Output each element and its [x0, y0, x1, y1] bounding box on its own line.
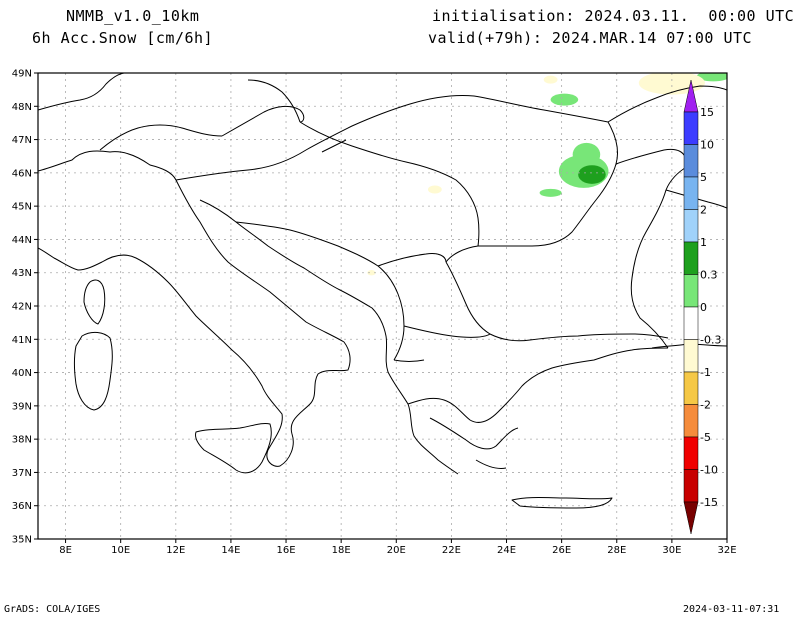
colorbar-label: -0.3 — [700, 334, 721, 347]
colorbar-label: -2 — [700, 399, 711, 412]
colorbar-segment — [683, 111, 699, 145]
balkan-coastline — [199, 199, 459, 475]
software-credit: GrADS: COLA/IGES — [4, 604, 101, 615]
sicily-coastline — [195, 423, 272, 474]
colorbar-label: -15 — [700, 496, 718, 509]
colorbar-segment — [683, 404, 699, 438]
valid-time: valid(+79h): 2024.MAR.14 07:00 UTC — [428, 29, 753, 47]
lat-tick-label: 39N — [12, 401, 32, 412]
lat-tick-label: 46N — [12, 168, 32, 179]
colorbar-label: 0.3 — [700, 269, 718, 282]
colorbar-segment — [683, 176, 699, 210]
lon-tick-label: 26E — [552, 545, 571, 556]
colorbar-segment — [683, 436, 699, 470]
lat-tick-label: 41N — [12, 335, 32, 346]
lat-tick-label: 48N — [12, 102, 32, 113]
lon-tick-label: 14E — [221, 545, 240, 556]
lon-tick-label: 30E — [662, 545, 681, 556]
colorbar-segment — [683, 209, 699, 243]
color-legend: 15 10 5 2 1 0.3 0 -0.3 -1 -2 -5 -10 -15 — [683, 79, 721, 535]
crete-coastline — [511, 497, 613, 509]
lat-tick-label: 37N — [12, 468, 32, 479]
snow-area-9 — [367, 270, 376, 276]
colorbar-segment — [683, 371, 699, 405]
lat-tick-label: 42N — [12, 302, 32, 313]
colorbar-label: -10 — [700, 464, 718, 477]
lon-tick-label: 18E — [332, 545, 351, 556]
colorbar-segment — [683, 241, 699, 275]
lon-tick-label: 28E — [607, 545, 626, 556]
lon-tick-label: 24E — [497, 545, 516, 556]
initialisation-time: initialisation: 2024.03.11. 00:00 UTC — [432, 7, 795, 25]
colorbar-bottom-arrow — [683, 501, 699, 535]
lat-tick-label: 43N — [12, 268, 32, 279]
snow-area-1 — [572, 142, 601, 167]
sardinia-coastline — [74, 331, 113, 411]
lon-tick-label: 22E — [442, 545, 461, 556]
lat-tick-label: 38N — [12, 435, 32, 446]
snow-area-2 — [578, 165, 606, 184]
snow-area-7 — [543, 75, 558, 84]
colorbar-label: -5 — [700, 431, 711, 444]
snow-area-8 — [427, 185, 442, 194]
lat-tick-label: 49N — [12, 69, 32, 80]
colorbar-segment — [683, 274, 699, 308]
lat-tick-label: 36N — [12, 501, 32, 512]
greece-coastline — [407, 347, 669, 423]
borders — [175, 95, 609, 181]
colorbar-label: 2 — [700, 204, 707, 217]
lat-tick-label: 47N — [12, 135, 32, 146]
colorbar-segment — [683, 144, 699, 178]
lon-tick-label: 8E — [59, 545, 72, 556]
variable-title: 6h Acc.Snow [cm/6h] — [32, 29, 214, 47]
lon-tick-label: 16E — [277, 545, 296, 556]
lon-tick-label: 12E — [166, 545, 185, 556]
lat-tick-label: 44N — [12, 235, 32, 246]
coastlines-and-borders — [38, 73, 727, 509]
lon-tick-label: 20E — [387, 545, 406, 556]
snow-area-6 — [638, 73, 705, 95]
snow-area-5 — [696, 73, 727, 82]
model-title: NMMB_v1.0_10km — [66, 7, 200, 25]
colorbar-segment — [683, 339, 699, 373]
render-timestamp: 2024-03-11-07:31 — [683, 604, 780, 615]
corsica-coastline — [83, 279, 106, 325]
lat-tick-label: 40N — [12, 368, 32, 379]
colorbar-label: 0 — [700, 301, 707, 314]
colorbar-label: 1 — [700, 236, 707, 249]
snow-area-4 — [539, 188, 562, 197]
lon-tick-label: 32E — [717, 545, 736, 556]
lon-tick-label: 10E — [111, 545, 130, 556]
colorbar-label: 10 — [700, 139, 714, 152]
colorbar-label: 15 — [700, 106, 714, 119]
colorbar-segment — [683, 306, 699, 340]
colorbar-segment — [683, 469, 699, 503]
italy-coastline — [38, 150, 351, 467]
lat-tick-label: 45N — [12, 202, 32, 213]
lat-tick-label: 35N — [12, 535, 32, 546]
colorbar-label: -1 — [700, 366, 711, 379]
colorbar-label: 5 — [700, 171, 707, 184]
black-sea-coastline — [630, 165, 689, 349]
snow-area-3 — [550, 93, 579, 106]
